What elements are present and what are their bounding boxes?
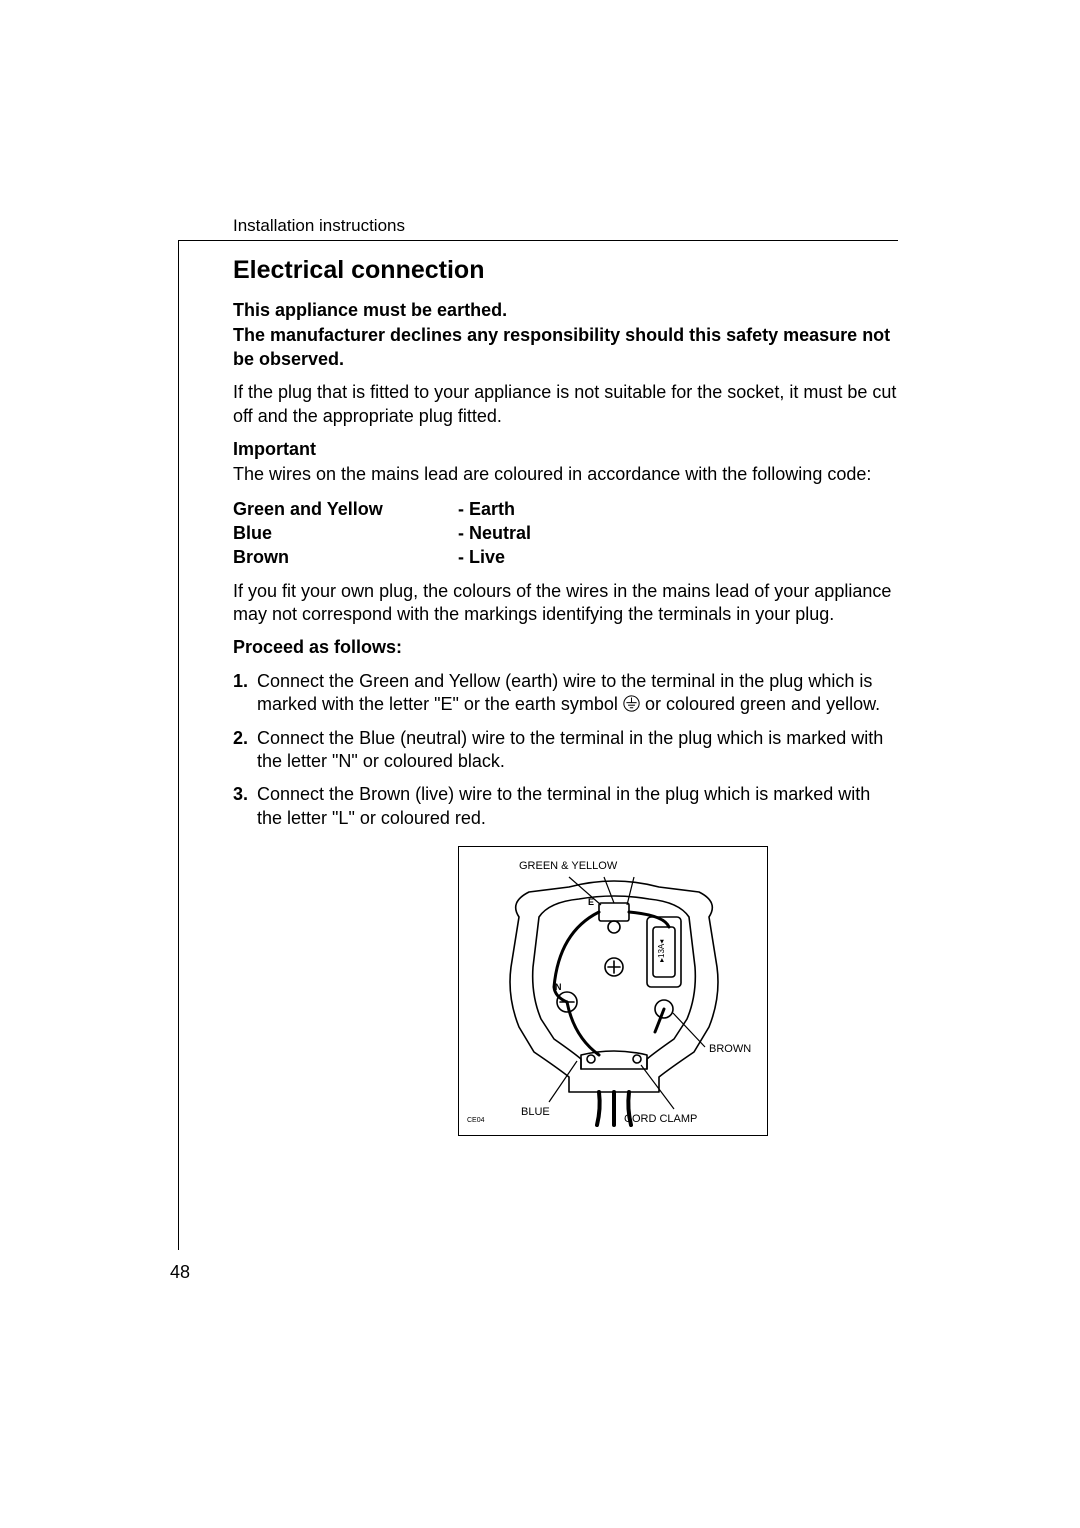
step-number: 3. xyxy=(233,783,248,806)
earth-symbol-icon xyxy=(623,695,640,712)
wire-code-row: Brown - Live xyxy=(233,545,898,569)
step-number: 2. xyxy=(233,727,248,750)
step-item: 1. Connect the Green and Yellow (earth) … xyxy=(233,670,898,717)
diagram-label-bottom-left: BLUE xyxy=(521,1106,550,1118)
page-number: 48 xyxy=(170,1262,190,1283)
warning-line-1: This appliance must be earthed. xyxy=(233,299,898,322)
step-number: 1. xyxy=(233,670,248,693)
own-plug-paragraph: If you fit your own plug, the colours of… xyxy=(233,580,898,627)
diagram-fuse-label: ▸13A◂ xyxy=(657,940,666,962)
important-text: The wires on the mains lead are coloured… xyxy=(233,463,898,486)
wire-meaning: - Neutral xyxy=(458,521,531,545)
wire-color: Green and Yellow xyxy=(233,497,458,521)
wire-color: Blue xyxy=(233,521,458,545)
step-text-a: Connect the Brown (live) wire to the ter… xyxy=(257,784,870,827)
step-text-b: or coloured green and yellow. xyxy=(645,694,880,714)
diagram-earth-terminal-label: E xyxy=(588,897,594,907)
plug-diagram: GREEN & YELLOW BROWN BLUE CORD CLAMP E N… xyxy=(458,846,768,1136)
plug-diagram-wrap: GREEN & YELLOW BROWN BLUE CORD CLAMP E N… xyxy=(458,846,898,1136)
content-block: Electrical connection This appliance mus… xyxy=(233,256,898,1136)
step-item: 2. Connect the Blue (neutral) wire to th… xyxy=(233,727,898,774)
header-label: Installation instructions xyxy=(233,216,898,236)
important-label: Important xyxy=(233,438,898,461)
warning-line-2: The manufacturer declines any responsibi… xyxy=(233,324,898,371)
diagram-label-bottom-right: CORD CLAMP xyxy=(624,1113,697,1125)
wire-color: Brown xyxy=(233,545,458,569)
steps-list: 1. Connect the Green and Yellow (earth) … xyxy=(233,670,898,830)
section-title: Electrical connection xyxy=(233,256,898,285)
wire-meaning: - Live xyxy=(458,545,505,569)
proceed-label: Proceed as follows: xyxy=(233,636,898,659)
step-item: 3. Connect the Brown (live) wire to the … xyxy=(233,783,898,830)
diagram-label-right: BROWN xyxy=(709,1043,751,1055)
wire-code-row: Green and Yellow - Earth xyxy=(233,497,898,521)
wire-meaning: - Earth xyxy=(458,497,515,521)
page-body: Installation instructions Electrical con… xyxy=(178,216,898,1136)
diagram-label-top: GREEN & YELLOW xyxy=(519,860,618,872)
plug-paragraph: If the plug that is fitted to your appli… xyxy=(233,381,898,428)
wire-code-row: Blue - Neutral xyxy=(233,521,898,545)
diagram-ref: CE04 xyxy=(467,1117,485,1124)
diagram-neutral-terminal-label: N xyxy=(555,982,562,992)
step-text-a: Connect the Blue (neutral) wire to the t… xyxy=(257,728,883,771)
wire-code-table: Green and Yellow - Earth Blue - Neutral … xyxy=(233,497,898,570)
